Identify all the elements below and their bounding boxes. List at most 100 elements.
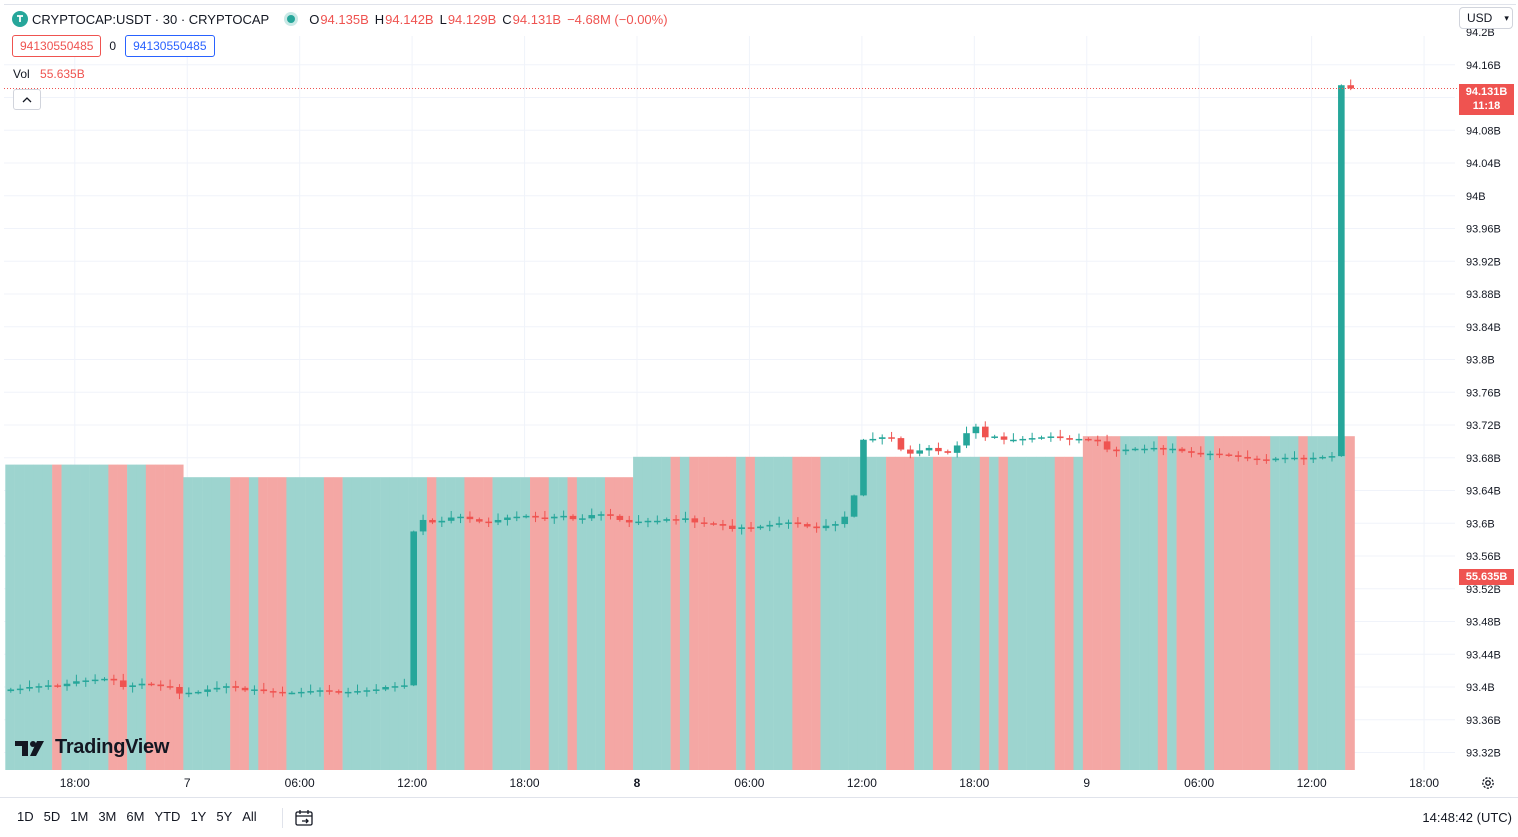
volume-bar xyxy=(211,477,222,770)
volume-bar xyxy=(886,456,896,770)
symbol-title[interactable]: CRYPTOCAP:USDT · 30 · CRYPTOCAP xyxy=(32,11,270,27)
volume-bar xyxy=(951,456,962,770)
tradingview-watermark[interactable]: TradingView xyxy=(15,736,169,759)
range-1d-button[interactable]: 1D xyxy=(17,809,34,824)
volume-bar xyxy=(351,477,362,770)
price-tick-label: 93.72B xyxy=(1466,420,1501,432)
volume-bar xyxy=(661,456,671,770)
volume-bar xyxy=(698,456,709,770)
volume-bar xyxy=(895,456,906,770)
volume-bar xyxy=(220,477,231,770)
candle-body xyxy=(953,445,961,453)
candle-body xyxy=(813,526,820,529)
candle-body xyxy=(1253,458,1261,461)
volume-bar xyxy=(520,477,531,770)
candle-body xyxy=(1309,457,1317,460)
currency-selector[interactable]: USD ▾ xyxy=(1459,7,1513,29)
indicator-inputs: 94130550485 0 94130550485 xyxy=(12,35,215,57)
range-1m-button[interactable]: 1M xyxy=(70,809,89,824)
candle-body xyxy=(316,690,324,692)
volume-bar xyxy=(1335,436,1346,770)
bar-countdown: 11:18 xyxy=(1472,100,1501,112)
volume-bar xyxy=(1326,436,1337,770)
volume-bar xyxy=(99,464,109,770)
time-tick-label: 8 xyxy=(634,776,641,790)
volume-bar xyxy=(623,477,634,770)
candle-body xyxy=(822,525,830,529)
candle-body xyxy=(73,681,80,684)
candle-body xyxy=(1075,438,1083,441)
volume-bar xyxy=(33,464,44,770)
range-5y-button[interactable]: 5Y xyxy=(216,809,233,824)
volume-bar xyxy=(164,464,175,770)
volume-bar xyxy=(979,456,990,770)
candle-body xyxy=(1328,456,1336,458)
candle-body xyxy=(260,689,268,692)
candle-body xyxy=(700,522,708,524)
volume-bar xyxy=(5,464,15,770)
candle-body xyxy=(63,683,71,687)
input-right-box[interactable]: 94130550485 xyxy=(125,35,215,57)
candle-body xyxy=(925,447,933,451)
volume-bar xyxy=(248,477,259,770)
candle-body xyxy=(1272,458,1280,461)
candle-body xyxy=(354,691,361,693)
candle-body xyxy=(26,687,33,689)
volume-label[interactable]: Vol xyxy=(13,67,30,81)
volume-bar xyxy=(267,477,278,770)
range-5d-button[interactable]: 5D xyxy=(43,809,61,824)
calendar-goto-icon[interactable] xyxy=(294,808,314,828)
volume-bar xyxy=(361,477,371,770)
volume-bar xyxy=(155,464,165,770)
chevron-up-icon xyxy=(22,96,32,102)
volume-bar xyxy=(52,464,62,770)
price-tick-label: 93.52B xyxy=(1466,584,1501,596)
volume-bar xyxy=(464,477,475,770)
chart-legend: CRYPTOCAP:USDT · 30 · CRYPTOCAP O 94.135… xyxy=(12,10,674,28)
collapse-legend-button[interactable] xyxy=(13,89,41,110)
volume-bar xyxy=(286,477,296,770)
volume-bar xyxy=(576,477,587,770)
volume-bar xyxy=(1176,436,1187,770)
volume-bar xyxy=(202,477,212,770)
range-3m-button[interactable]: 3M xyxy=(98,809,117,824)
range-ytd-button[interactable]: YTD xyxy=(154,809,181,824)
volume-bar xyxy=(1148,436,1159,770)
time-tick-label: 06:00 xyxy=(285,776,315,790)
utc-clock[interactable]: 14:48:42 (UTC) xyxy=(1422,810,1512,825)
range-6m-button[interactable]: 6M xyxy=(126,809,145,824)
volume-bar xyxy=(1195,436,1205,770)
volume-bar xyxy=(1017,456,1027,770)
price-tick-label: 93.76B xyxy=(1466,387,1501,399)
volume-bar xyxy=(145,464,156,770)
candle-body xyxy=(194,691,202,694)
candle-body xyxy=(944,451,952,453)
range-all-button[interactable]: All xyxy=(242,809,257,824)
candle-body xyxy=(1122,449,1130,452)
gear-icon[interactable] xyxy=(1480,775,1496,791)
candle-body xyxy=(1094,439,1102,442)
candle-body xyxy=(1244,456,1251,459)
volume-bar xyxy=(1223,436,1233,770)
volume-bar xyxy=(717,456,728,770)
candle-body xyxy=(176,687,183,694)
volume-bar xyxy=(989,456,999,770)
candle-body xyxy=(522,515,530,518)
candle-body xyxy=(372,689,380,691)
volume-bar xyxy=(829,456,840,770)
candle-body xyxy=(560,515,567,518)
time-tick-label: 12:00 xyxy=(1297,776,1327,790)
candle-body xyxy=(1019,438,1027,441)
candle-body xyxy=(1338,85,1345,457)
candle-body xyxy=(504,517,511,520)
candle-body xyxy=(54,685,61,687)
volume-bar xyxy=(876,456,887,770)
range-1y-button[interactable]: 1Y xyxy=(190,809,207,824)
input-left-box[interactable]: 94130550485 xyxy=(12,35,102,57)
candle-body xyxy=(1113,449,1120,452)
price-tick-label: 93.48B xyxy=(1466,617,1501,629)
volume-bar xyxy=(1242,436,1252,770)
candle-body xyxy=(1066,438,1073,440)
candle-body xyxy=(223,686,230,688)
